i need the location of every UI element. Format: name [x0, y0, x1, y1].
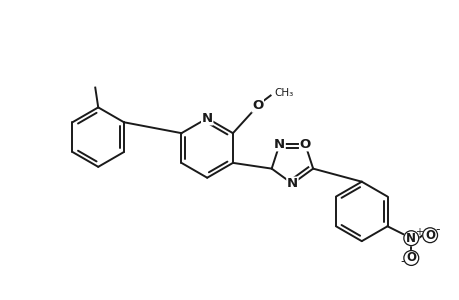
Circle shape [403, 231, 418, 246]
Text: O: O [252, 99, 263, 112]
Text: O: O [405, 251, 415, 265]
Circle shape [422, 228, 437, 243]
Text: -: - [399, 256, 404, 268]
Text: -: - [435, 223, 439, 236]
Text: O: O [299, 138, 310, 151]
Text: N: N [274, 138, 285, 151]
Text: N: N [201, 112, 213, 125]
Text: CH₃: CH₃ [274, 88, 293, 98]
Circle shape [403, 250, 418, 266]
Text: O: O [424, 229, 434, 242]
Text: +: + [414, 227, 422, 237]
Text: N: N [405, 232, 415, 245]
Text: N: N [286, 177, 297, 190]
